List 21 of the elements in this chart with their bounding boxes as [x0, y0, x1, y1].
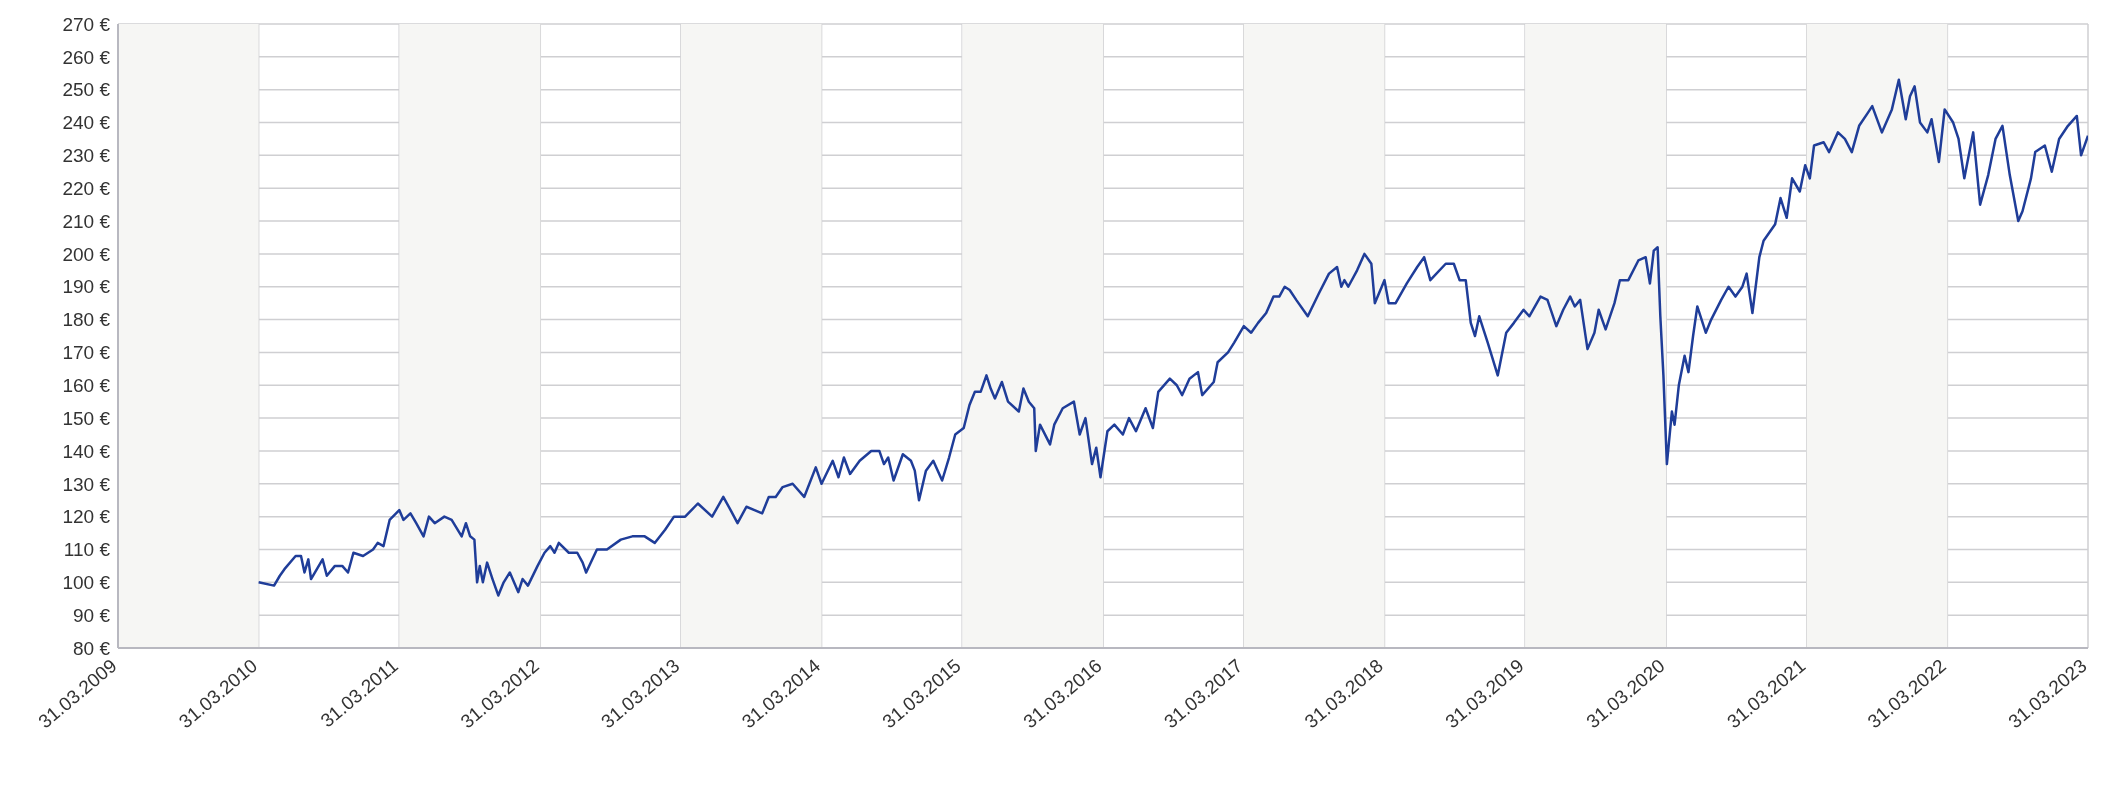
y-tick-label: 160 €: [62, 375, 111, 397]
y-tick-label: 120 €: [62, 506, 111, 528]
y-tick-label: 210 €: [62, 210, 111, 232]
y-tick-label: 170 €: [62, 342, 111, 364]
y-tick-label: 130 €: [62, 473, 111, 495]
y-tick-label: 230 €: [62, 145, 111, 167]
y-tick-label: 250 €: [62, 79, 111, 101]
y-tick-label: 190 €: [62, 276, 111, 298]
y-tick-label: 260 €: [62, 46, 111, 68]
y-tick-label: 150 €: [62, 407, 111, 429]
y-tick-label: 90 €: [73, 604, 111, 626]
y-tick-label: 270 €: [62, 13, 111, 35]
y-tick-label: 180 €: [62, 309, 111, 331]
y-tick-label: 140 €: [62, 440, 111, 462]
y-tick-label: 220 €: [62, 177, 111, 199]
y-tick-label: 200 €: [62, 243, 111, 265]
line-series: [257, 78, 2088, 597]
y-tick-label: 100 €: [62, 572, 111, 594]
y-tick-label: 80 €: [73, 637, 111, 659]
y-tick-label: 110 €: [63, 539, 111, 561]
y-tick-label: 240 €: [62, 112, 111, 134]
